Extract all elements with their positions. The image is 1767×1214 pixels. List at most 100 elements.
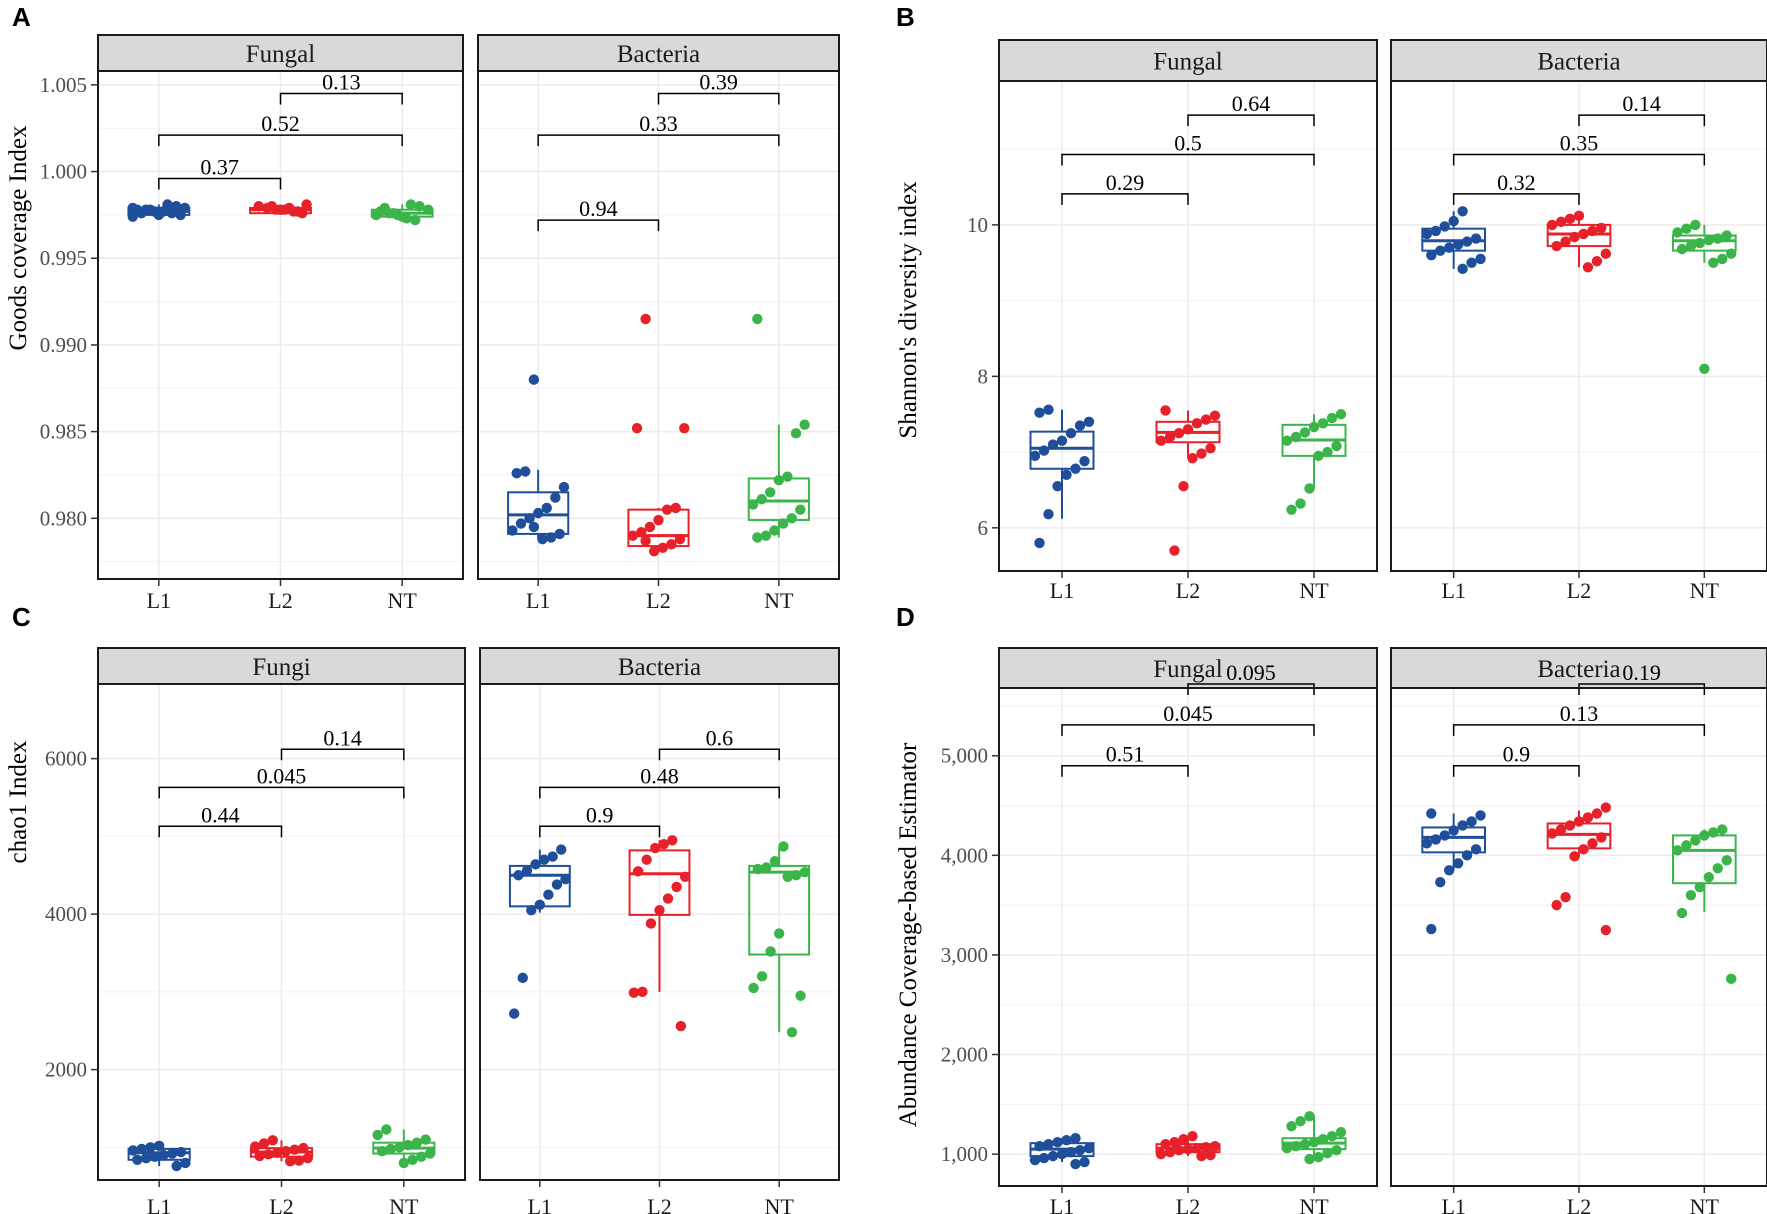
data-point bbox=[640, 313, 651, 325]
data-point bbox=[289, 1144, 300, 1155]
comparison-bracket: 0.44 bbox=[158, 802, 283, 838]
data-point bbox=[644, 521, 656, 533]
x-tick-label: L2 bbox=[268, 588, 292, 613]
data-point bbox=[1043, 1138, 1054, 1150]
data-point bbox=[515, 518, 527, 529]
data-point bbox=[1681, 223, 1692, 234]
data-point bbox=[1079, 1156, 1090, 1168]
data-point bbox=[263, 1149, 274, 1160]
data-point bbox=[394, 1142, 405, 1153]
bracket-line bbox=[1452, 153, 1706, 166]
comparison-bracket: 0.6 bbox=[658, 725, 780, 761]
facet-fungal: Fungal 0.51 0.045 0.095 L1 L2 NT 1,000 2,000 3,00… bbox=[941, 647, 1378, 1214]
box-body bbox=[507, 491, 570, 535]
data-point bbox=[1426, 923, 1437, 935]
data-point bbox=[545, 532, 557, 543]
p-value-label: 0.045 bbox=[257, 763, 307, 788]
facet-title: Bacteria bbox=[1537, 49, 1620, 76]
data-point bbox=[508, 1008, 520, 1019]
data-point bbox=[1435, 245, 1446, 256]
data-point bbox=[411, 1137, 423, 1148]
data-point bbox=[674, 533, 686, 545]
p-value-label: 0.39 bbox=[699, 70, 738, 95]
data-point bbox=[748, 982, 759, 994]
comparison-bracket: 0.37 bbox=[158, 154, 282, 190]
data-point bbox=[266, 201, 278, 212]
box-l2 bbox=[1155, 405, 1221, 556]
data-point bbox=[385, 1143, 396, 1155]
x-tick-label: L2 bbox=[1176, 1194, 1200, 1214]
data-point bbox=[1596, 222, 1607, 234]
bracket-line bbox=[1061, 764, 1189, 777]
data-point bbox=[795, 990, 806, 1001]
y-tick-label: 8 bbox=[978, 364, 989, 388]
data-point bbox=[1582, 262, 1594, 273]
facet-strip bbox=[998, 39, 1378, 82]
data-point bbox=[1205, 1149, 1216, 1161]
data-point bbox=[765, 487, 776, 498]
box-l2 bbox=[1546, 210, 1612, 273]
data-point bbox=[1573, 816, 1585, 827]
data-point bbox=[667, 835, 678, 846]
data-point bbox=[136, 207, 147, 219]
p-value-label: 0.51 bbox=[1106, 742, 1145, 767]
data-point bbox=[1717, 824, 1728, 835]
facet-title: Fungal bbox=[1153, 49, 1223, 76]
data-point bbox=[1308, 1136, 1320, 1148]
y-tick-label: 0.980 bbox=[40, 506, 87, 530]
data-point bbox=[1286, 504, 1297, 515]
data-point bbox=[765, 946, 776, 957]
data-point bbox=[1685, 240, 1697, 252]
bracket-line bbox=[539, 786, 780, 799]
p-value-label: 0.9 bbox=[586, 802, 614, 827]
y-tick-label: 5,000 bbox=[941, 744, 988, 768]
data-point bbox=[162, 199, 173, 210]
facet-title: Bacteria bbox=[618, 654, 701, 681]
data-point bbox=[1600, 248, 1612, 259]
data-point bbox=[1421, 228, 1433, 240]
data-point bbox=[271, 1147, 283, 1158]
x-tick-label: L1 bbox=[1050, 578, 1074, 603]
comparison-bracket: 0.48 bbox=[539, 763, 780, 799]
data-point bbox=[1578, 844, 1589, 855]
y-axis-label: Goods coverage Index bbox=[5, 125, 32, 350]
data-point bbox=[1029, 450, 1041, 462]
data-point bbox=[666, 539, 677, 550]
data-point bbox=[1047, 439, 1059, 450]
data-point bbox=[293, 1155, 305, 1166]
bracket-line bbox=[280, 748, 405, 761]
data-point bbox=[1712, 233, 1723, 244]
comparison-bracket: 0.29 bbox=[1061, 170, 1189, 205]
comparison-bracket: 0.5 bbox=[1061, 130, 1315, 166]
y-tick-label: 6000 bbox=[45, 747, 87, 771]
data-point bbox=[1430, 225, 1441, 237]
data-point bbox=[777, 518, 789, 529]
data-point bbox=[1703, 234, 1715, 246]
data-point bbox=[1326, 412, 1338, 424]
data-point bbox=[1466, 816, 1477, 827]
data-point bbox=[769, 525, 780, 536]
data-point bbox=[1596, 832, 1607, 843]
data-point bbox=[558, 481, 570, 493]
data-point bbox=[799, 419, 810, 430]
data-point bbox=[1313, 1151, 1324, 1163]
data-point bbox=[782, 471, 793, 482]
p-value-label: 0.5 bbox=[1174, 130, 1202, 155]
data-point bbox=[423, 204, 434, 215]
data-point bbox=[1187, 452, 1198, 464]
data-point bbox=[1034, 407, 1045, 418]
data-point bbox=[388, 207, 399, 219]
data-point bbox=[795, 504, 806, 515]
data-point bbox=[661, 504, 673, 515]
x-tick-label: L1 bbox=[1050, 1194, 1074, 1214]
data-point bbox=[1164, 431, 1176, 443]
data-point bbox=[756, 494, 767, 505]
data-point bbox=[1169, 545, 1180, 556]
data-point bbox=[1672, 845, 1683, 856]
data-point bbox=[1457, 206, 1468, 217]
x-tick-label: L1 bbox=[1441, 1194, 1465, 1214]
bracket-line bbox=[657, 92, 780, 105]
data-point bbox=[1672, 227, 1683, 238]
data-point bbox=[1322, 1147, 1333, 1159]
data-point bbox=[1551, 240, 1562, 252]
